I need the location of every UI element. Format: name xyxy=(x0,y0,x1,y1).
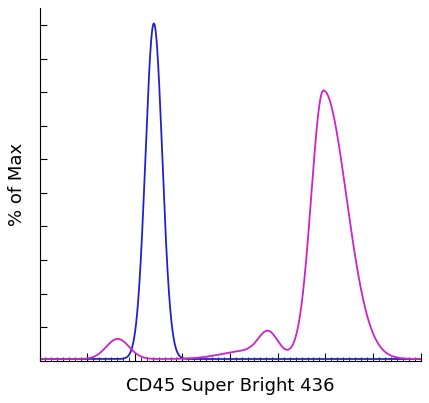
Y-axis label: % of Max: % of Max xyxy=(8,143,26,226)
X-axis label: CD45 Super Bright 436: CD45 Super Bright 436 xyxy=(126,377,334,395)
